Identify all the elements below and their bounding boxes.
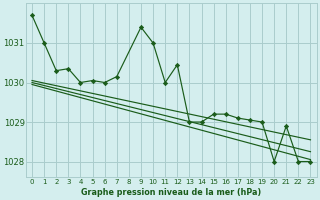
X-axis label: Graphe pression niveau de la mer (hPa): Graphe pression niveau de la mer (hPa)	[81, 188, 261, 197]
